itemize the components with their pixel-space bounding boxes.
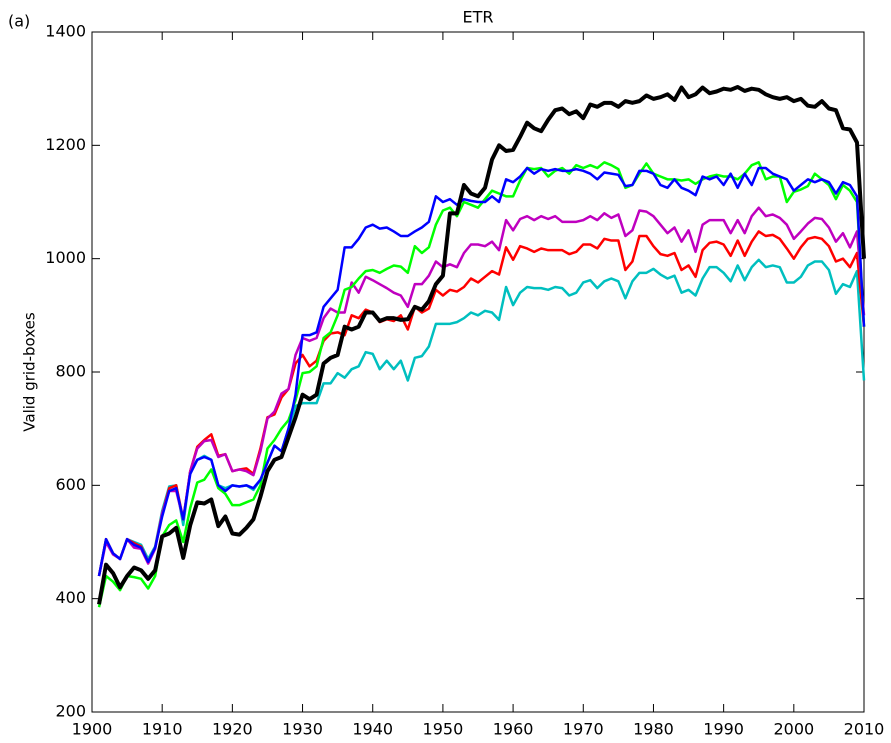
- y-tick-label: 200: [55, 702, 86, 721]
- y-axis-label: Valid grid-boxes: [21, 312, 39, 432]
- plot-frame: [91, 31, 865, 713]
- series-line: [97, 230, 866, 577]
- series-line: [97, 166, 866, 577]
- x-tick-label: 2000: [773, 720, 814, 739]
- x-tick-label: 2010: [844, 720, 885, 739]
- x-tick-label: 1980: [633, 720, 674, 739]
- x-tick-label: 1940: [352, 720, 393, 739]
- x-tick-label: 1910: [142, 720, 183, 739]
- y-tick-label: 800: [55, 362, 86, 381]
- x-tick-label: 1930: [282, 720, 323, 739]
- y-tick-label: 600: [55, 475, 86, 494]
- x-tick-label: 1920: [212, 720, 253, 739]
- series-line: [97, 161, 866, 608]
- x-tick-label: 1900: [72, 720, 113, 739]
- x-tick-label: 1960: [493, 720, 534, 739]
- series-line: [97, 258, 866, 577]
- chart-title: ETR: [463, 8, 494, 27]
- x-tick-label: 1970: [563, 720, 604, 739]
- y-tick-label: 400: [55, 588, 86, 607]
- x-tick-label: 1990: [703, 720, 744, 739]
- y-tick-label: 1000: [45, 248, 86, 267]
- series-line: [97, 84, 866, 605]
- series-line: [97, 206, 866, 577]
- x-tick-label: 1950: [423, 720, 464, 739]
- panel-label: (a): [8, 12, 30, 31]
- y-tick-label: 1400: [45, 22, 86, 41]
- y-tick-label: 1200: [45, 135, 86, 154]
